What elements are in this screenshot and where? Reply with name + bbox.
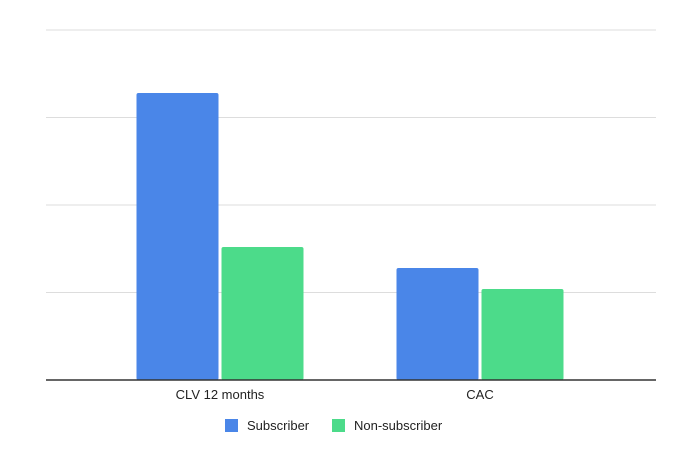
- bar-subscriber-clv-12-months: [136, 93, 219, 380]
- bars-layer: [136, 93, 564, 380]
- legend: Subscriber Non-subscriber: [225, 418, 443, 433]
- x-tick-label-clv: CLV 12 months: [176, 387, 265, 402]
- x-tick-labels: CLV 12 months CAC: [176, 387, 494, 402]
- legend-swatch-subscriber: [225, 419, 238, 432]
- x-tick-label-cac: CAC: [466, 387, 493, 402]
- legend-label-subscriber: Subscriber: [247, 418, 310, 433]
- bar-non-subscriber-cac: [481, 289, 564, 380]
- legend-label-non-subscriber: Non-subscriber: [354, 418, 443, 433]
- legend-swatch-non-subscriber: [332, 419, 345, 432]
- bar-subscriber-cac: [396, 268, 479, 380]
- bar-non-subscriber-clv-12-months: [221, 247, 304, 380]
